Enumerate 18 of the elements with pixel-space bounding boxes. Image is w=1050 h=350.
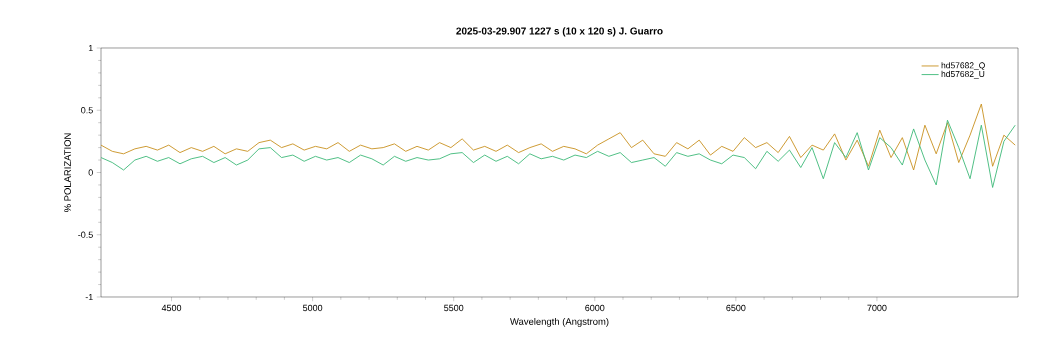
legend-label: hd57682_Q: [941, 62, 985, 70]
y-axis-title: % POLARIZATION: [64, 133, 71, 213]
x-tick-label: 7000: [867, 304, 887, 312]
x-tick-label: 4500: [161, 304, 182, 312]
legend-label: hd57682_U: [941, 70, 985, 79]
y-tick-label: 0.5: [81, 107, 93, 114]
chart-title: 2025-03-29.907 1227 s (10 x 120 s) J. Guarro: [456, 27, 663, 37]
line-series: [101, 119, 1016, 188]
y-tick-label: 1: [88, 44, 93, 52]
x-tick-label: 6500: [726, 304, 746, 312]
x-axis-title: Wavelength (Angstrom): [510, 317, 609, 327]
y-tick-label: -0.5: [78, 231, 93, 238]
y-tick-label: -1: [85, 293, 93, 301]
y-tick-label: 0: [88, 169, 93, 176]
line-series: [101, 103, 1016, 171]
x-tick-label: 6000: [585, 304, 605, 312]
x-tick-label: 5000: [303, 304, 323, 312]
x-tick-label: 5500: [444, 304, 464, 312]
